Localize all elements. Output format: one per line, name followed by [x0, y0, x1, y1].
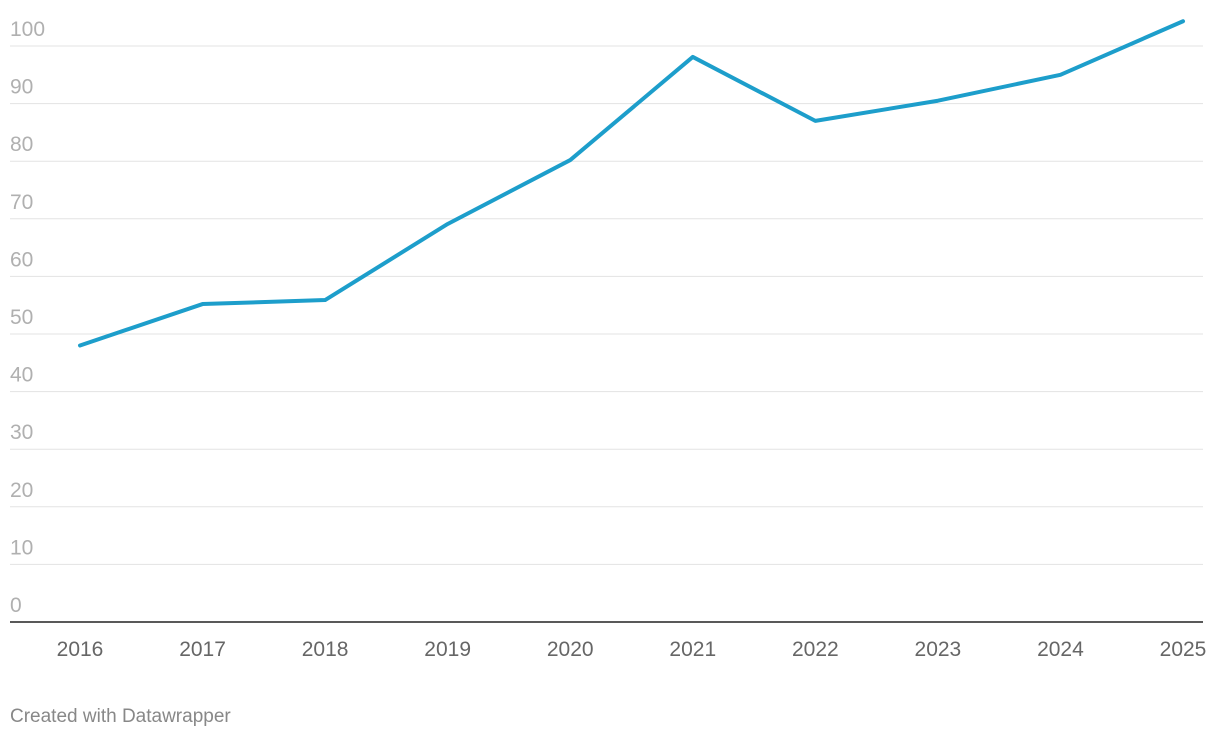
x-tick-label: 2024 [1037, 638, 1084, 661]
y-tick-label: 20 [10, 479, 33, 502]
y-tick-label: 90 [10, 76, 33, 99]
y-tick-label: 50 [10, 306, 33, 329]
y-tick-label: 80 [10, 133, 33, 156]
y-tick-label: 10 [10, 536, 33, 559]
line [78, 19, 1185, 348]
x-tick-label: 2021 [669, 638, 716, 661]
y-tick-label: 30 [10, 421, 33, 444]
credit: Created with Datawrapper [10, 706, 231, 727]
x-tick-label: 2019 [424, 638, 471, 661]
y-tick-label: 70 [10, 191, 33, 214]
y-tick-label: 100 [10, 18, 45, 41]
x-tick-label: 2018 [302, 638, 349, 661]
x-tick-label: 2016 [57, 638, 104, 661]
y-tick-label: 60 [10, 248, 33, 271]
x-tick-label: 2025 [1160, 638, 1207, 661]
x-tick-label: 2020 [547, 638, 594, 661]
x-tick-label: 2017 [179, 638, 226, 661]
x-tick-label: 2023 [915, 638, 962, 661]
y-tick-label: 0 [10, 594, 22, 617]
y-tick-label: 40 [10, 364, 33, 387]
x-tick-label: 2022 [792, 638, 839, 661]
